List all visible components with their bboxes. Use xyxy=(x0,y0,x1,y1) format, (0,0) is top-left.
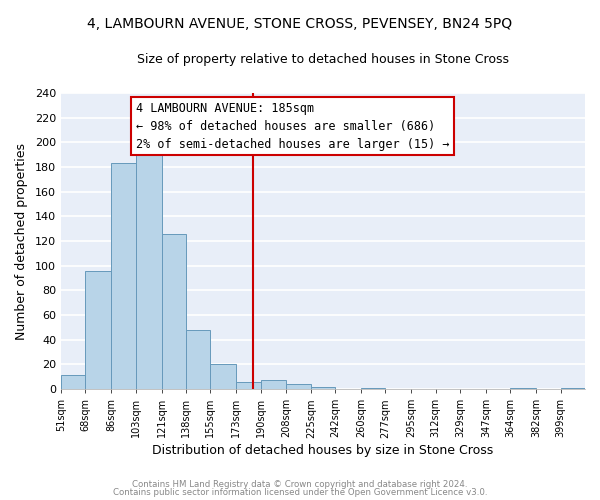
Bar xyxy=(136,141,161,389)
Bar xyxy=(511,388,536,389)
Bar xyxy=(85,270,111,389)
Title: Size of property relative to detached houses in Stone Cross: Size of property relative to detached ho… xyxy=(137,52,509,66)
Bar xyxy=(361,388,385,389)
Bar xyxy=(61,376,85,389)
Bar xyxy=(236,382,260,389)
Bar xyxy=(211,364,236,389)
Y-axis label: Number of detached properties: Number of detached properties xyxy=(15,142,28,340)
Bar xyxy=(311,386,335,389)
Bar xyxy=(111,164,136,389)
Text: Contains HM Land Registry data © Crown copyright and database right 2024.: Contains HM Land Registry data © Crown c… xyxy=(132,480,468,489)
Bar xyxy=(260,380,286,389)
Text: Contains public sector information licensed under the Open Government Licence v3: Contains public sector information licen… xyxy=(113,488,487,497)
Bar xyxy=(560,388,585,389)
Bar xyxy=(286,384,311,389)
Bar xyxy=(161,234,186,389)
Text: 4 LAMBOURN AVENUE: 185sqm
← 98% of detached houses are smaller (686)
2% of semi-: 4 LAMBOURN AVENUE: 185sqm ← 98% of detac… xyxy=(136,102,449,150)
X-axis label: Distribution of detached houses by size in Stone Cross: Distribution of detached houses by size … xyxy=(152,444,494,458)
Text: 4, LAMBOURN AVENUE, STONE CROSS, PEVENSEY, BN24 5PQ: 4, LAMBOURN AVENUE, STONE CROSS, PEVENSE… xyxy=(88,18,512,32)
Bar xyxy=(186,330,211,389)
